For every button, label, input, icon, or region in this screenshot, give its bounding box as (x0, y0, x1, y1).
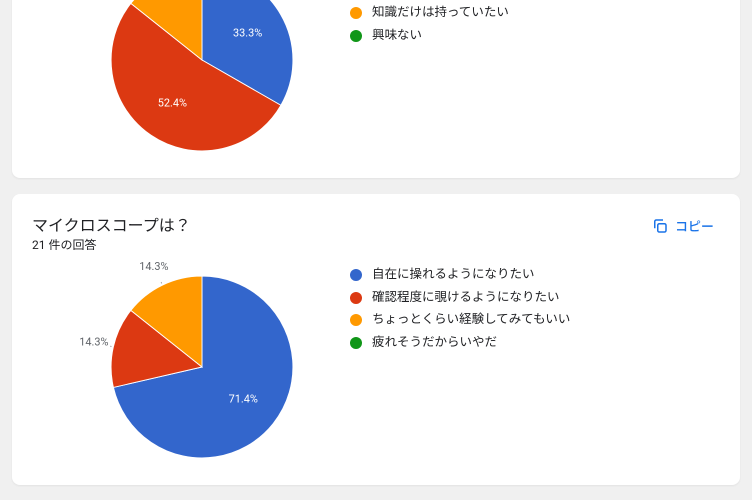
legend-swatch (350, 7, 362, 19)
legend-item[interactable]: 興味ない (350, 30, 720, 43)
legend-swatch (350, 30, 362, 42)
question-title: マイクロスコープは？ (32, 212, 191, 236)
legend-label: 疲れそうだからいやだ (372, 337, 497, 350)
leader-line (161, 282, 162, 283)
slice-label: 33.3% (233, 26, 262, 39)
legend-label: ちょっとくらい経験してみてもいい (372, 314, 570, 327)
pie-chart-2: 71.4%14.3%14.3% (102, 267, 302, 467)
legend-item[interactable]: 自在に操れるようになりたい (350, 269, 720, 282)
slice-label: 14.3% (139, 260, 168, 273)
legend-item[interactable]: ちょっとくらい経験してみてもいい (350, 314, 720, 327)
survey-card: マイクロスコープは？ 21 件の回答 コピー 71.4%14.3%14.3% 自… (12, 194, 740, 485)
slice-label: 52.4% (158, 97, 187, 110)
legend-item[interactable]: 知識だけは持っていたい (350, 7, 720, 20)
legend-swatch (350, 314, 362, 326)
chart-row: 71.4%14.3%14.3% 自在に操れるようになりたい確認程度に覗けるように… (32, 267, 720, 467)
legend-label: 確認程度に覗けるようになりたい (372, 292, 560, 305)
legend-label: 知識だけは持っていたい (372, 7, 509, 20)
copy-icon (651, 217, 669, 235)
legend-label: 興味ない (372, 30, 422, 43)
legend-item[interactable]: 確認程度に覗けるようになりたい (350, 292, 720, 305)
pie-svg: 33.3%52.4%14.3% (102, 0, 302, 160)
copy-label: コピー (675, 216, 714, 235)
survey-card: 33.3%52.4%14.3% どんな症例でもできるようになりたい簡単な症例はで… (12, 0, 740, 178)
response-count: 21 件の回答 (32, 236, 191, 253)
card-header: マイクロスコープは？ 21 件の回答 コピー (32, 212, 720, 263)
legend-swatch (350, 292, 362, 304)
legend-1: どんな症例でもできるようになりたい簡単な症例はできるようになりたい知識だけは持っ… (350, 0, 720, 52)
legend-label: 自在に操れるようになりたい (372, 269, 535, 282)
copy-button[interactable]: コピー (645, 212, 720, 239)
legend-swatch (350, 269, 362, 281)
slice-label: 71.4% (229, 393, 258, 406)
pie-svg: 71.4%14.3%14.3% (102, 267, 302, 467)
chart-row: 33.3%52.4%14.3% どんな症例でもできるようになりたい簡単な症例はで… (32, 0, 720, 160)
pie-chart-1: 33.3%52.4%14.3% (102, 0, 302, 160)
slice-label: 14.3% (79, 335, 108, 348)
legend-swatch (350, 337, 362, 349)
legend-2: 自在に操れるようになりたい確認程度に覗けるようになりたいちょっとくらい経験してみ… (350, 267, 720, 359)
legend-item[interactable]: 疲れそうだからいやだ (350, 337, 720, 350)
question-block: マイクロスコープは？ 21 件の回答 (32, 212, 191, 263)
